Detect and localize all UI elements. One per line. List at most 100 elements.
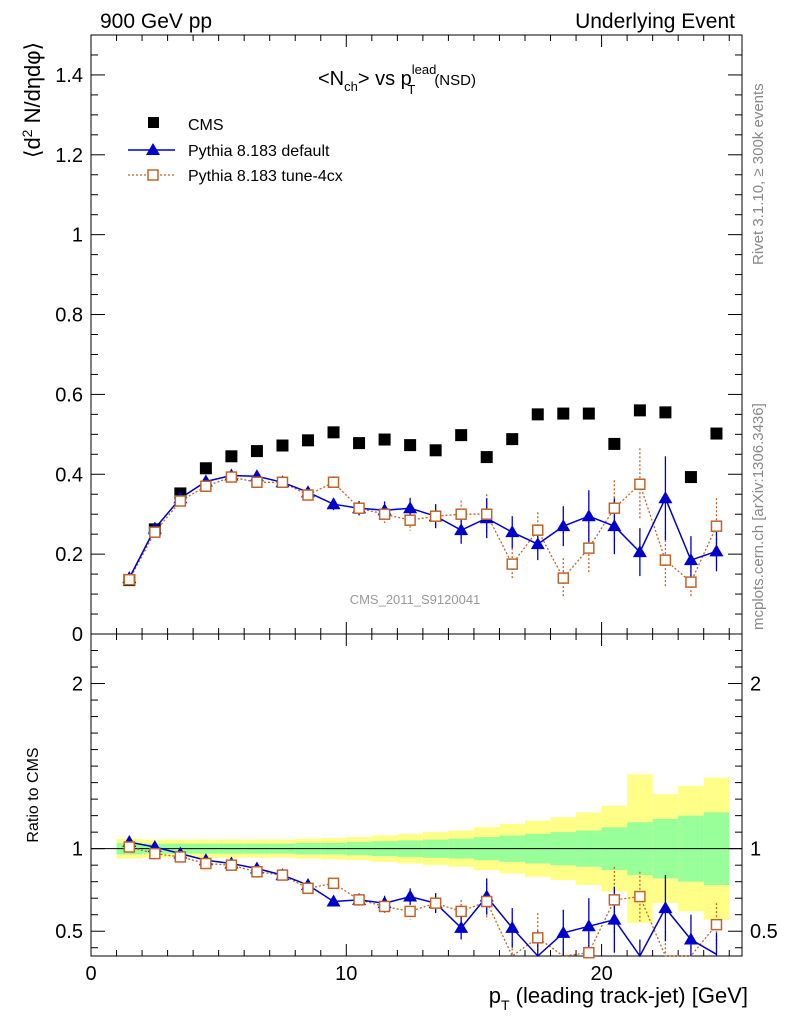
- default-marker: [326, 497, 341, 510]
- default-marker: [683, 553, 698, 566]
- cms-data-point: [710, 427, 723, 440]
- tune-marker: [353, 502, 365, 514]
- tune-ratio-marker: [583, 946, 595, 959]
- tune-marker: [251, 476, 263, 489]
- main-y-axis-label: ⟨d2 N/dηdφ⟩: [19, 42, 45, 158]
- tune-ratio-marker: [608, 894, 621, 906]
- tune-marker: [583, 542, 595, 554]
- tune-marker: [634, 478, 646, 490]
- default-ratio-marker: [556, 925, 571, 938]
- tune-ratio-marker: [123, 841, 136, 853]
- default-ratio-marker: [403, 889, 418, 902]
- default-marker: [632, 545, 647, 558]
- default-marker: [403, 501, 418, 514]
- tune-marker: [608, 502, 621, 514]
- x-axis-label: pT (leading track-jet) [GeV]: [489, 983, 748, 1013]
- cms-data-point: [327, 426, 340, 439]
- y-tick-label: 1: [72, 225, 83, 247]
- tune-ratio-marker: [404, 905, 416, 918]
- cms-data-point: [557, 407, 570, 420]
- cms-data-point: [250, 445, 263, 458]
- cms-data-point: [659, 406, 672, 419]
- legend-default-label: Pythia 8.183 default: [188, 143, 330, 160]
- tune-ratio-marker: [276, 869, 289, 881]
- tune-marker: [174, 495, 187, 507]
- rivet-version-label: Rivet 3.1.10, ≥ 300k events: [750, 83, 767, 265]
- y-tick-label: 0: [72, 624, 83, 646]
- axes: 0 10 20 0 0.2 0.4 0.6 0.8 1 1.2 1.4 0.5 0.5 1 1 2 2: [55, 34, 778, 985]
- default-marker: [709, 544, 724, 557]
- legend-tune-marker: [147, 169, 159, 181]
- tune-ratio-marker: [429, 897, 442, 909]
- tune-ratio-marker: [327, 877, 340, 890]
- tune-marker: [480, 508, 493, 520]
- cms-data-point: [225, 450, 238, 463]
- cms-data-point: [199, 462, 212, 475]
- tune-marker: [532, 524, 544, 536]
- default-ratio-marker: [505, 920, 520, 933]
- ratio-y-tick-label-left: 2: [72, 674, 83, 696]
- default-marker: [505, 525, 520, 538]
- default-ratio-marker: [326, 894, 341, 907]
- tune-ratio-marker: [200, 857, 212, 870]
- tune-ratio-marker: [480, 895, 493, 908]
- tune-marker: [276, 476, 289, 489]
- default-marker: [454, 523, 469, 536]
- cms-data-point: [378, 433, 391, 446]
- legend: CMS Pythia 8.183 default Pythia 8.183 tu…: [128, 117, 343, 185]
- cms-data-point: [633, 404, 646, 417]
- y-tick-label: 1.2: [55, 145, 83, 167]
- tune-ratio-marker: [174, 851, 187, 863]
- tune-marker: [506, 558, 518, 570]
- cms-data-point: [276, 439, 289, 452]
- y-tick-label: 0.2: [55, 544, 83, 566]
- legend-cms-label: CMS: [188, 117, 224, 134]
- header-left: 900 GeV pp: [100, 10, 212, 33]
- y-tick-label: 1.4: [55, 65, 83, 87]
- cms-data-point: [429, 444, 442, 457]
- tune-marker: [327, 476, 340, 489]
- tune-marker: [685, 576, 697, 588]
- tune-ratio-marker: [251, 866, 263, 878]
- legend-cms-marker: [148, 117, 159, 128]
- tune-marker: [710, 520, 723, 532]
- tune-ratio-marker: [353, 894, 365, 906]
- cms-data-point: [404, 439, 417, 452]
- ratio-y-tick-label-right: 1: [750, 839, 761, 861]
- tune-ratio-marker: [378, 900, 391, 913]
- tune-marker: [378, 508, 391, 520]
- tune-ratio-marker: [455, 905, 467, 918]
- legend-default-marker: [146, 143, 160, 155]
- x-tick-label: 0: [85, 963, 96, 985]
- default-marker: [658, 491, 673, 504]
- tune-marker: [149, 526, 161, 538]
- tune-series-line: [128, 476, 718, 584]
- cms-data-point: [531, 408, 544, 421]
- series-layer: [122, 404, 724, 959]
- cms-data-point: [582, 407, 595, 420]
- tune-marker: [404, 514, 416, 526]
- tune-ratio-marker: [225, 859, 238, 871]
- cms-data-point: [302, 434, 314, 447]
- ratio-plot-frame: [90, 633, 743, 957]
- tune-marker: [659, 554, 672, 566]
- ratio-y-tick-label-right: 0.5: [750, 921, 778, 943]
- tune-ratio-marker: [532, 932, 544, 944]
- plot-title: <Nch> vs plead T(NSD): [318, 62, 476, 97]
- ratio-y-tick-label-right: 2: [750, 674, 761, 696]
- tune-marker: [455, 508, 467, 520]
- ratio-y-tick-label-left: 0.5: [55, 921, 83, 943]
- default-ratio-marker: [581, 919, 596, 932]
- default-marker: [530, 537, 545, 550]
- cms-data-point: [480, 451, 493, 464]
- header-right: Underlying Event: [575, 10, 735, 33]
- cms-data-point: [608, 437, 621, 450]
- tune-marker: [123, 573, 136, 586]
- tune-ratio-marker: [710, 918, 723, 931]
- tune-marker: [225, 471, 238, 483]
- tune-ratio-marker: [302, 882, 314, 895]
- y-tick-label: 0.4: [55, 464, 83, 486]
- default-marker: [607, 519, 622, 532]
- tune-ratio-marker: [634, 890, 646, 903]
- default-ratio-marker: [658, 901, 673, 914]
